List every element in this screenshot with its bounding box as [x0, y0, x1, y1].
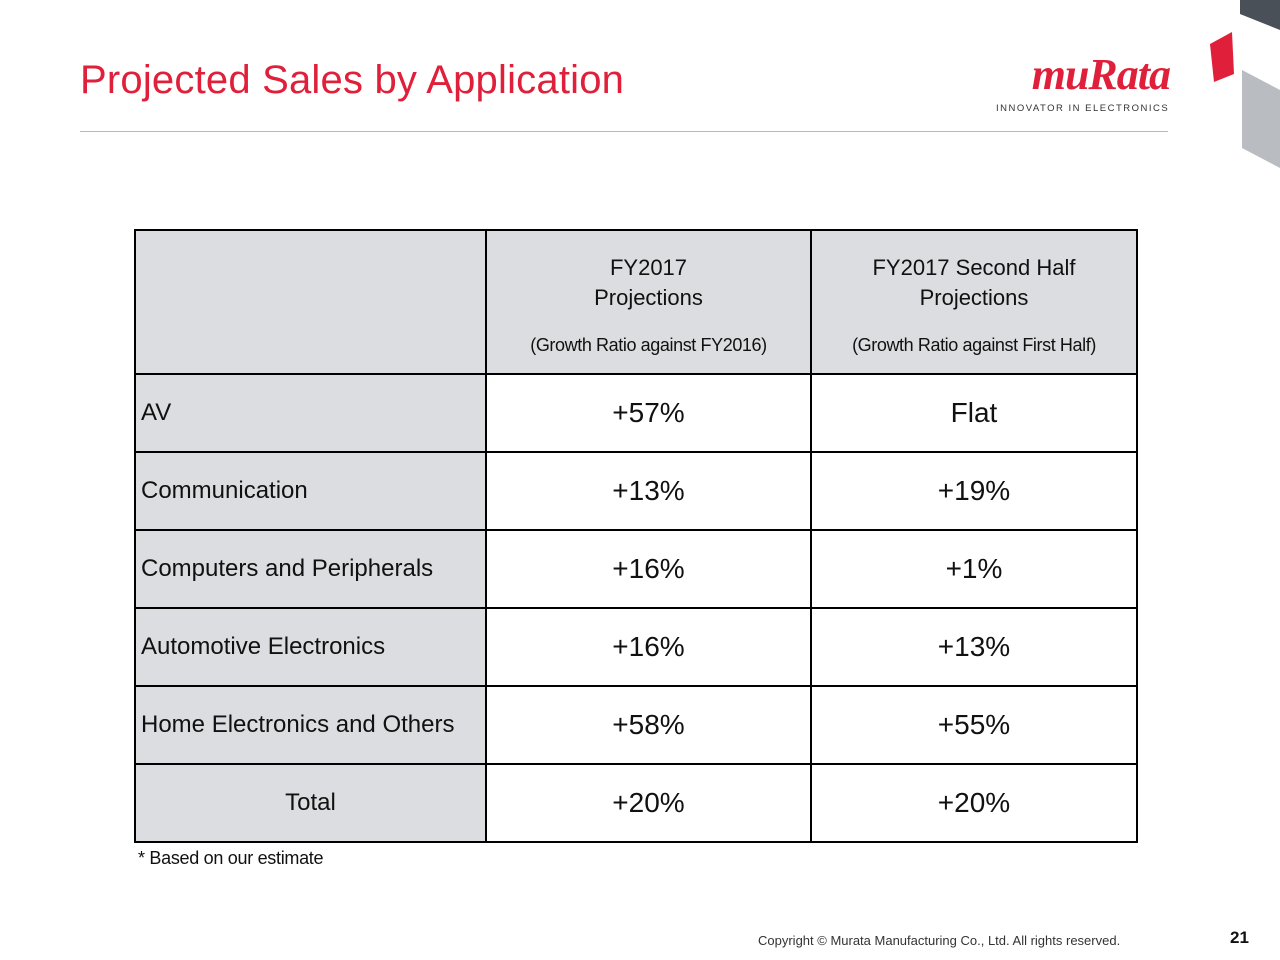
second-half-value: +55%: [810, 685, 1138, 765]
header-fy2017: FY2017 Projections (Growth Ratio against…: [485, 229, 812, 375]
table-header-row: FY2017 Projections (Growth Ratio against…: [134, 229, 1138, 375]
fy2017-total-value: +20%: [485, 763, 812, 843]
murata-logo: muRata INNOVATOR IN ELECTRONICS: [994, 50, 1171, 122]
row-label: Automotive Electronics: [134, 607, 487, 687]
table-row: AV +57% Flat: [134, 373, 1138, 453]
header-fy2017-line2: Projections: [594, 285, 703, 310]
header-fy2017-note: (Growth Ratio against FY2016): [530, 335, 767, 355]
corner-decoration: [1210, 0, 1280, 168]
fy2017-value: +16%: [485, 529, 812, 609]
row-label: Communication: [134, 451, 487, 531]
header-second-half-note: (Growth Ratio against First Half): [852, 335, 1096, 355]
fy2017-value: +57%: [485, 373, 812, 453]
table-row: Automotive Electronics +16% +13%: [134, 607, 1138, 687]
row-label: Home Electronics and Others: [134, 685, 487, 765]
header-second-half-line1: FY2017 Second Half: [872, 255, 1076, 280]
sales-projection-table: FY2017 Projections (Growth Ratio against…: [134, 229, 1138, 843]
title-divider: [80, 131, 1168, 132]
second-half-value: +1%: [810, 529, 1138, 609]
header-second-half: FY2017 Second Half Projections (Growth R…: [810, 229, 1138, 375]
table-total-row: Total +20% +20%: [134, 763, 1138, 843]
table-row: Communication +13% +19%: [134, 451, 1138, 531]
row-label: AV: [134, 373, 487, 453]
page-number: 21: [1230, 928, 1249, 947]
fy2017-value: +13%: [485, 451, 812, 531]
page-title: Projected Sales by Application: [80, 58, 625, 102]
copyright-notice: Copyright © Murata Manufacturing Co., Lt…: [758, 933, 1121, 948]
header-second-half-line2: Projections: [919, 285, 1029, 310]
fy2017-value: +58%: [485, 685, 812, 765]
second-half-value: +19%: [810, 451, 1138, 531]
fy2017-value: +16%: [485, 607, 812, 687]
second-half-total-value: +20%: [810, 763, 1138, 843]
header-empty-cell: [134, 229, 487, 375]
row-label: Computers and Peripherals: [134, 529, 487, 609]
total-label: Total: [134, 763, 487, 843]
header-fy2017-line1: FY2017: [609, 255, 688, 280]
second-half-value: Flat: [810, 373, 1138, 453]
logo-wordmark: muRata: [1031, 50, 1171, 99]
logo-tagline: INNOVATOR IN ELECTRONICS: [996, 103, 1170, 114]
table-row: Computers and Peripherals +16% +1%: [134, 529, 1138, 609]
table-row: Home Electronics and Others +58% +55%: [134, 685, 1138, 765]
second-half-value: +13%: [810, 607, 1138, 687]
footnote: * Based on our estimate: [138, 848, 324, 868]
